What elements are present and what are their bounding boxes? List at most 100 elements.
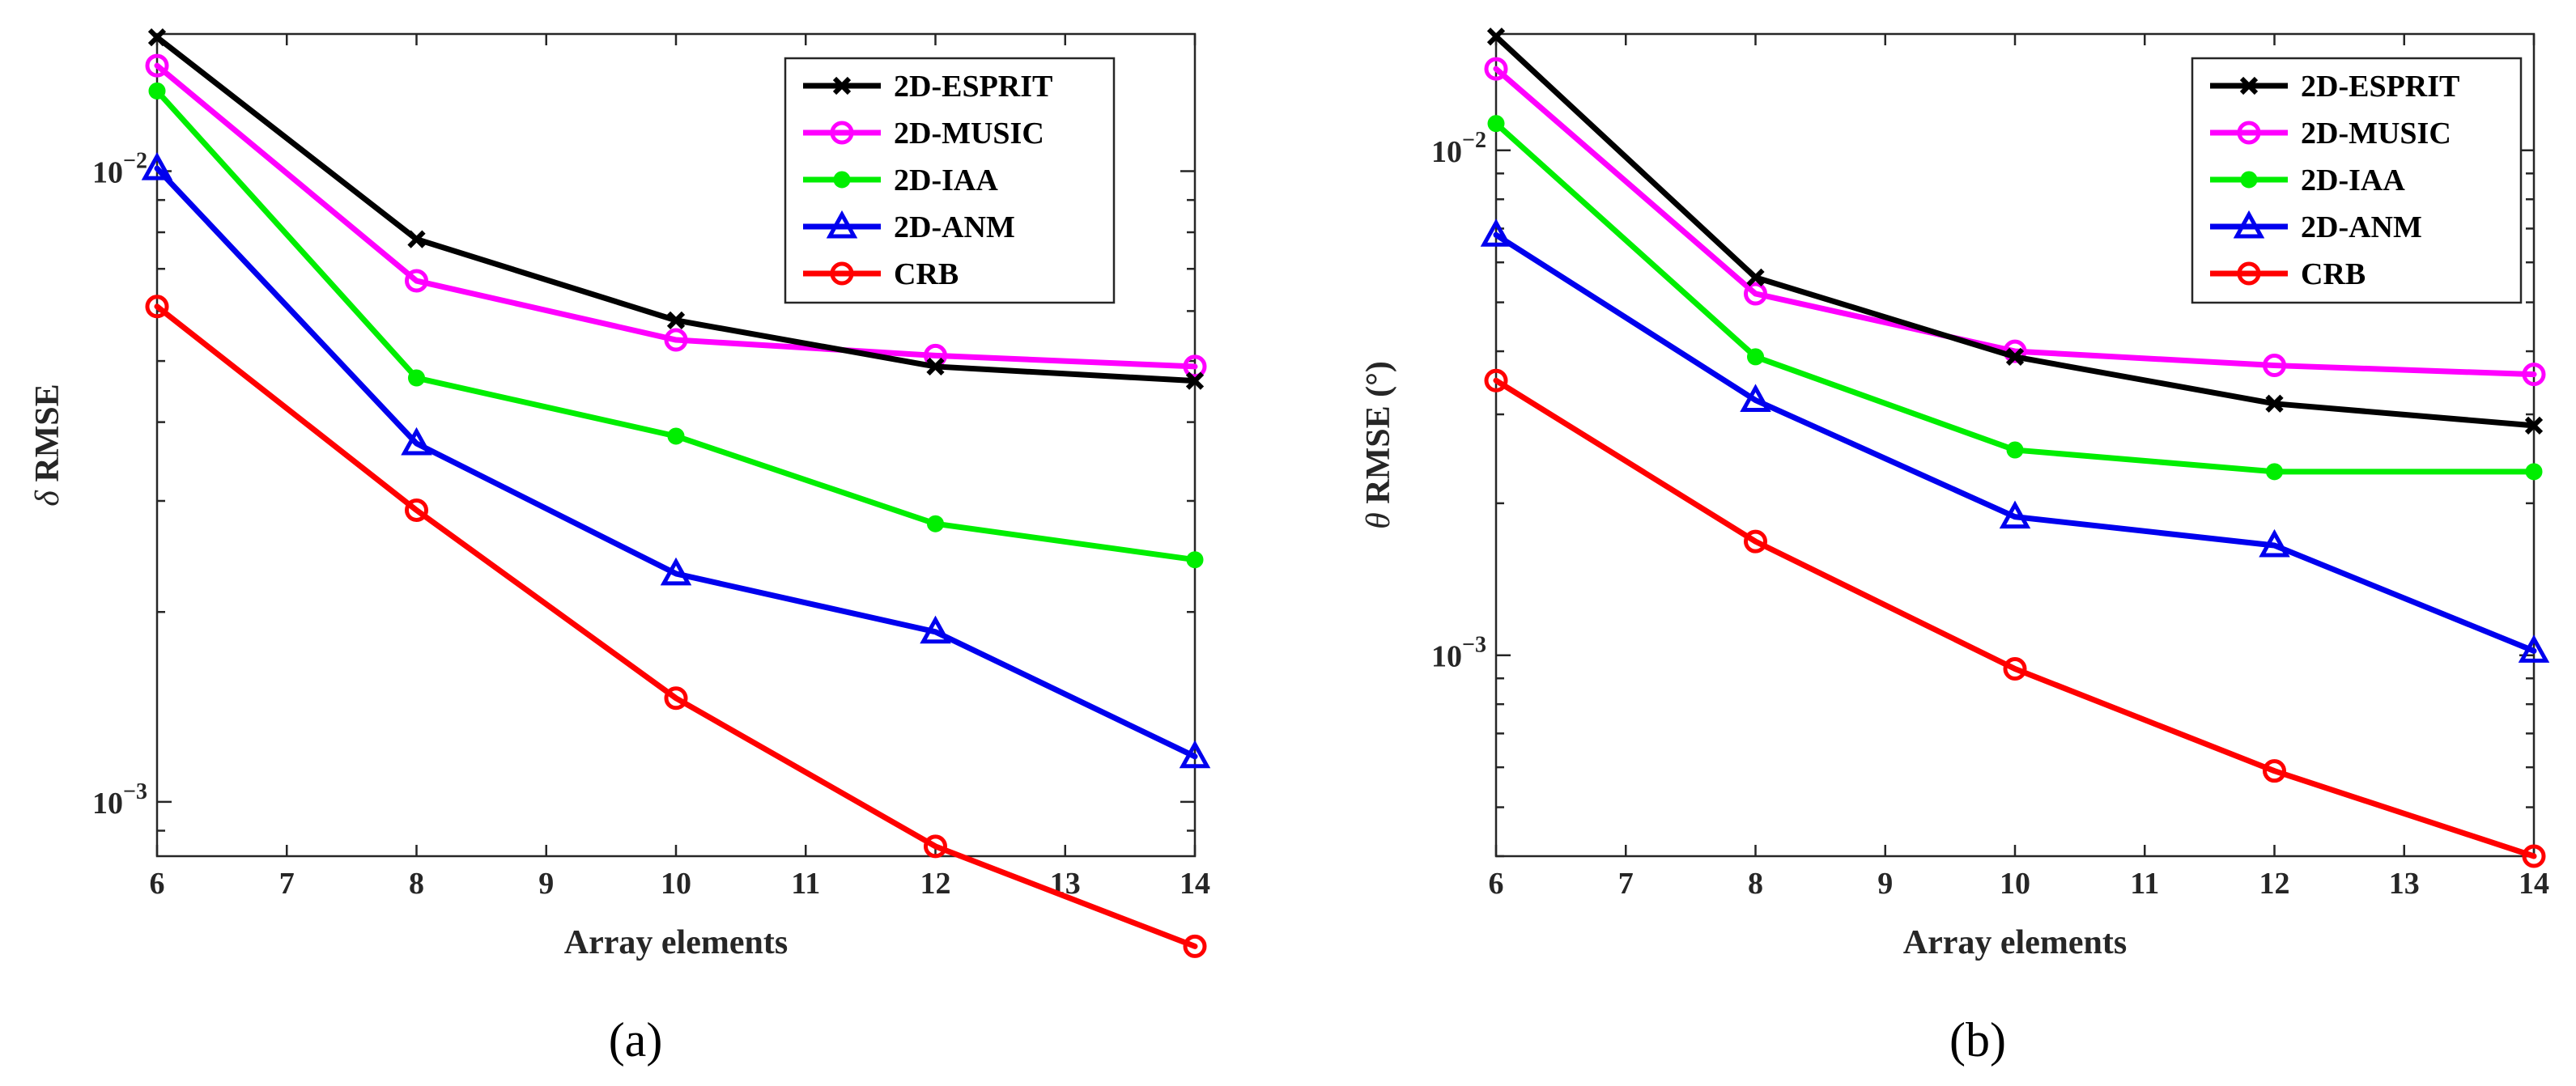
x-tick-label: 6: [150, 867, 165, 901]
data-point-crb: [1484, 368, 1508, 392]
series-crb: [1484, 368, 2546, 868]
series-2d-esprit: [1486, 28, 2544, 435]
legend-swatch-marker: [2240, 171, 2258, 189]
legend-label: 2D-MUSIC: [894, 117, 1044, 151]
data-point-2d-anm: [920, 615, 951, 644]
legend-label: 2D-IAA: [2301, 163, 2405, 197]
legend-label: 2D-MUSIC: [2301, 117, 2451, 151]
legend-label: 2D-ANM: [2301, 210, 2422, 244]
x-tick-label: 14: [2519, 867, 2549, 901]
y-tick-label-base: 10: [1431, 640, 1462, 674]
data-point-crb: [145, 295, 169, 319]
legend-item-2d-anm: 2D-ANM: [2210, 210, 2422, 244]
x-tick-label: 9: [538, 867, 554, 901]
y-axis-label-text: RMSE: [29, 384, 66, 490]
x-tick-label: 8: [1748, 867, 1763, 901]
data-point-2d-iaa: [2525, 463, 2543, 481]
data-point-2d-music: [664, 328, 688, 352]
x-tick-label: 11: [791, 867, 820, 901]
y-axis-label-symbol: δ: [29, 490, 66, 507]
y-tick-label: 10−2: [1431, 128, 1486, 169]
x-tick-label: 7: [279, 867, 295, 901]
panel-caption: (b): [1949, 1013, 2006, 1067]
axis-ticks: [1494, 34, 2536, 858]
x-tick-label: 11: [2130, 867, 2159, 901]
data-point-crb: [1744, 529, 1767, 554]
data-point-2d-music: [145, 53, 169, 78]
y-tick-label-base: 10: [92, 155, 123, 189]
series-2d-anm: [1480, 218, 2550, 663]
data-point-2d-esprit: [1746, 268, 1765, 287]
data-point-2d-esprit: [1185, 371, 1205, 390]
series-2d-esprit: [147, 28, 1205, 390]
data-point-2d-anm: [2518, 634, 2550, 663]
data-point-2d-anm: [2259, 528, 2290, 558]
data-point-2d-iaa: [2266, 463, 2283, 481]
data-point-2d-anm: [660, 557, 692, 586]
y-axis-label-text: RMSE (°): [1360, 361, 1397, 512]
data-point-2d-iaa: [1747, 348, 1764, 366]
series-line-2d-music: [154, 62, 1198, 370]
legend-label: 2D-ANM: [894, 210, 1015, 244]
legend-swatch-marker: [2233, 210, 2265, 239]
data-point-2d-esprit: [407, 230, 426, 248]
data-point-crb: [1183, 934, 1207, 958]
data-point-2d-iaa: [408, 369, 425, 387]
y-axis-label: δ RMSE: [29, 384, 66, 506]
legend-label: CRB: [894, 257, 959, 291]
data-point-2d-anm: [1740, 384, 1771, 413]
x-tick-label: 13: [2389, 867, 2420, 901]
series-line-2d-music: [1493, 66, 2537, 378]
series-line-crb: [1493, 377, 2537, 859]
data-point-crb: [924, 834, 947, 859]
data-point-2d-esprit: [2265, 394, 2284, 413]
data-point-2d-anm: [1999, 500, 2031, 529]
y-tick-label-exponent: −2: [123, 148, 147, 173]
data-point-2d-music: [2522, 363, 2546, 387]
x-tick-label: 12: [2259, 867, 2290, 901]
legend-swatch-marker: [826, 210, 858, 239]
data-point-crb: [2263, 759, 2286, 783]
legend-label: CRB: [2301, 257, 2366, 291]
data-point-2d-esprit: [2005, 347, 2025, 367]
legend: 2D-ESPRIT 2D-MUSIC 2D-IAA 2D-ANM CRB: [2191, 57, 2523, 304]
x-tick-label: 12: [920, 867, 951, 901]
legend-swatch-marker: [830, 261, 854, 286]
legend-swatch-marker: [830, 121, 854, 145]
legend-item-crb: CRB: [803, 257, 959, 291]
legend-item-2d-anm: 2D-ANM: [803, 210, 1015, 244]
series-crb: [145, 295, 1207, 958]
data-point-2d-anm: [1179, 740, 1211, 769]
y-tick-label: 10−3: [1431, 633, 1486, 674]
data-point-2d-esprit: [926, 357, 945, 376]
data-point-2d-esprit: [147, 28, 167, 47]
y-axis-label: θ RMSE (°): [1360, 361, 1397, 529]
data-point-2d-iaa: [667, 427, 685, 445]
data-point-2d-esprit: [1486, 28, 1506, 46]
x-tick-label: 9: [1877, 867, 1893, 901]
x-tick-label: 7: [1618, 867, 1634, 901]
legend-item-2d-iaa: 2D-IAA: [803, 163, 998, 197]
data-point-2d-anm: [141, 151, 173, 180]
x-axis-label: Array elements: [564, 924, 788, 961]
legend-item-2d-esprit: 2D-ESPRIT: [2210, 70, 2459, 104]
x-tick-label: 14: [1180, 867, 1210, 901]
data-point-2d-anm: [1480, 218, 1512, 247]
data-point-crb: [2522, 844, 2546, 868]
series-layer: [141, 28, 1211, 958]
series-line-2d-anm: [1493, 231, 2537, 654]
y-tick-label-base: 10: [92, 787, 123, 821]
y-tick-label-exponent: −2: [1462, 128, 1486, 153]
data-point-2d-music: [1744, 282, 1767, 306]
data-point-2d-iaa: [2006, 441, 2024, 459]
series-line-2d-anm: [154, 165, 1198, 760]
y-tick-label-exponent: −3: [1462, 633, 1486, 658]
data-point-crb: [664, 686, 688, 711]
y-axis-label-symbol: θ: [1360, 512, 1397, 529]
series-2d-iaa: [1487, 115, 2543, 481]
data-point-2d-esprit: [666, 311, 686, 329]
data-point-crb: [2003, 656, 2027, 681]
